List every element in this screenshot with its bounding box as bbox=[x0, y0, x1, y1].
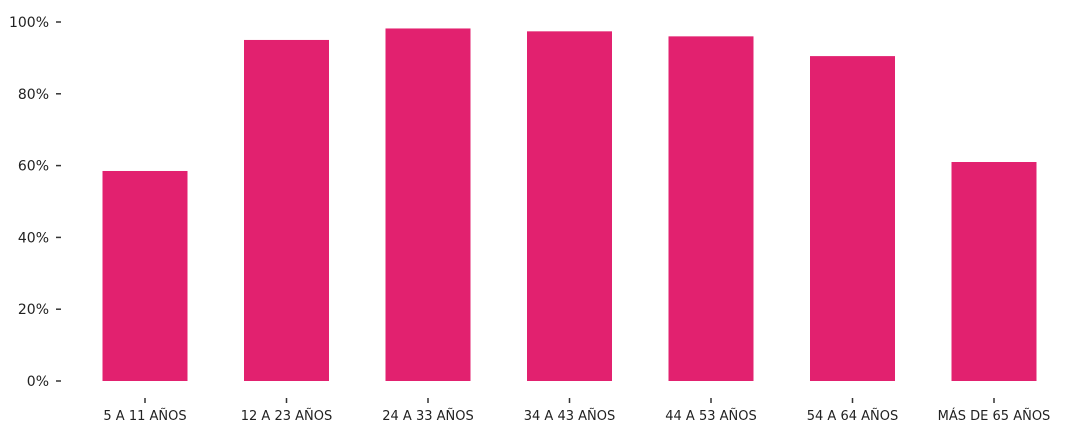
bar bbox=[668, 36, 754, 382]
y-tick-label: 20% bbox=[18, 302, 49, 318]
bar bbox=[527, 31, 612, 382]
x-tick-label: 12 A 23 AÑOS bbox=[241, 408, 332, 423]
bar bbox=[102, 170, 188, 381]
x-tick-label: 5 A 11 AÑOS bbox=[103, 408, 186, 423]
bar bbox=[810, 56, 895, 381]
y-tick-label: 60% bbox=[18, 159, 49, 175]
bar bbox=[244, 39, 329, 381]
x-axis: 5 A 11 AÑOS 12 A 23 AÑOS 24 A 33 AÑOS 34 A … bbox=[103, 398, 1050, 423]
bars bbox=[102, 28, 1037, 382]
x-tick-label: 44 A 53 AÑOS bbox=[665, 408, 756, 423]
y-tick-label: 40% bbox=[18, 230, 49, 246]
y-tick-label: 100% bbox=[9, 15, 49, 31]
x-tick-label: 24 A 33 AÑOS bbox=[382, 408, 473, 423]
x-tick-label: MÁS DE 65 AÑOS bbox=[938, 408, 1051, 423]
x-tick-label: 34 A 43 AÑOS bbox=[524, 408, 615, 423]
y-axis: 0% 20% 40% 60% 80% 100% bbox=[9, 15, 61, 390]
y-tick-label: 0% bbox=[27, 374, 49, 390]
bar bbox=[385, 28, 471, 381]
x-tick-label: 54 A 64 AÑOS bbox=[807, 408, 898, 423]
y-tick-label: 80% bbox=[18, 87, 49, 103]
bar bbox=[951, 162, 1037, 381]
